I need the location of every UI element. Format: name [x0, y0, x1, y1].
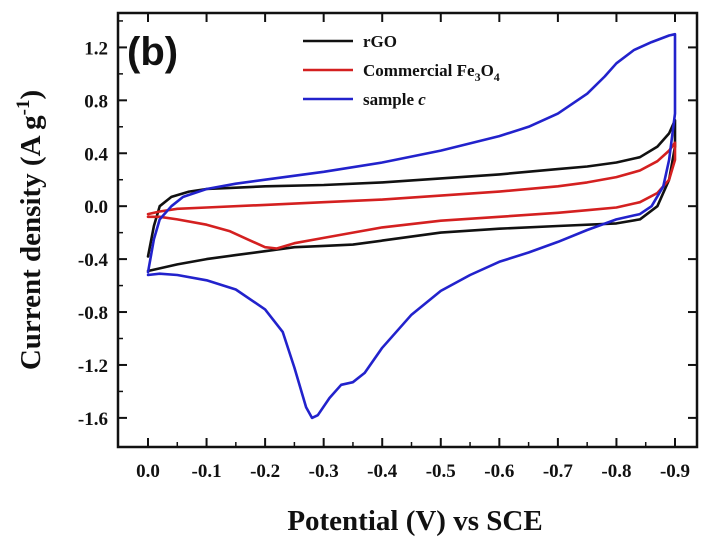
- tick-layer: 0.0 -0.1 -0.2 -0.3 -0.4 -0.5 -0.6 -0.7 -0.8 -0.9 -…: [78, 13, 697, 482]
- series-line-1: [146, 141, 677, 250]
- y-tick-label: 0.8: [84, 91, 108, 112]
- y-axis-title-close: ): [15, 90, 47, 100]
- plot-layer: [146, 32, 677, 420]
- x-axis-title: Potential (V) vs SCE: [287, 505, 542, 537]
- x-tick-label: -0.9: [660, 461, 690, 482]
- y-axis-title: Current density (A g-1): [13, 90, 47, 370]
- x-tick-label: -0.5: [426, 461, 456, 482]
- panel-label: (b): [127, 30, 178, 74]
- series-line-2: [146, 32, 677, 420]
- legend-label: rGO: [363, 32, 397, 51]
- y-tick-label: -0.8: [78, 303, 108, 324]
- legend: rGO Commercial Fe3O4 sample c: [303, 32, 500, 109]
- y-tick-label: -1.6: [78, 409, 108, 430]
- y-tick-label: 0.0: [84, 197, 108, 218]
- x-tick-label: -0.3: [309, 461, 339, 482]
- x-tick-label: -0.2: [250, 461, 280, 482]
- x-tick-label: 0.0: [136, 461, 160, 482]
- legend-label: Commercial Fe3O4: [363, 61, 500, 84]
- x-tick-label: -0.4: [367, 461, 398, 482]
- x-tick-label: -0.8: [601, 461, 631, 482]
- y-tick-label: 1.2: [84, 38, 108, 59]
- plot-frame: [116, 11, 699, 449]
- y-tick-label: -1.2: [78, 356, 108, 377]
- legend-label: sample c: [363, 90, 426, 109]
- x-tick-label: -0.6: [484, 461, 514, 482]
- y-axis-title-main: Current density (A g: [15, 115, 47, 370]
- y-tick-label: 0.4: [84, 144, 108, 165]
- series-line-0: [146, 118, 677, 273]
- y-tick-label: -0.4: [78, 250, 109, 271]
- x-tick-label: -0.7: [543, 461, 574, 482]
- y-axis-title-sup: -1: [13, 100, 34, 116]
- x-tick-label: -0.1: [192, 461, 222, 482]
